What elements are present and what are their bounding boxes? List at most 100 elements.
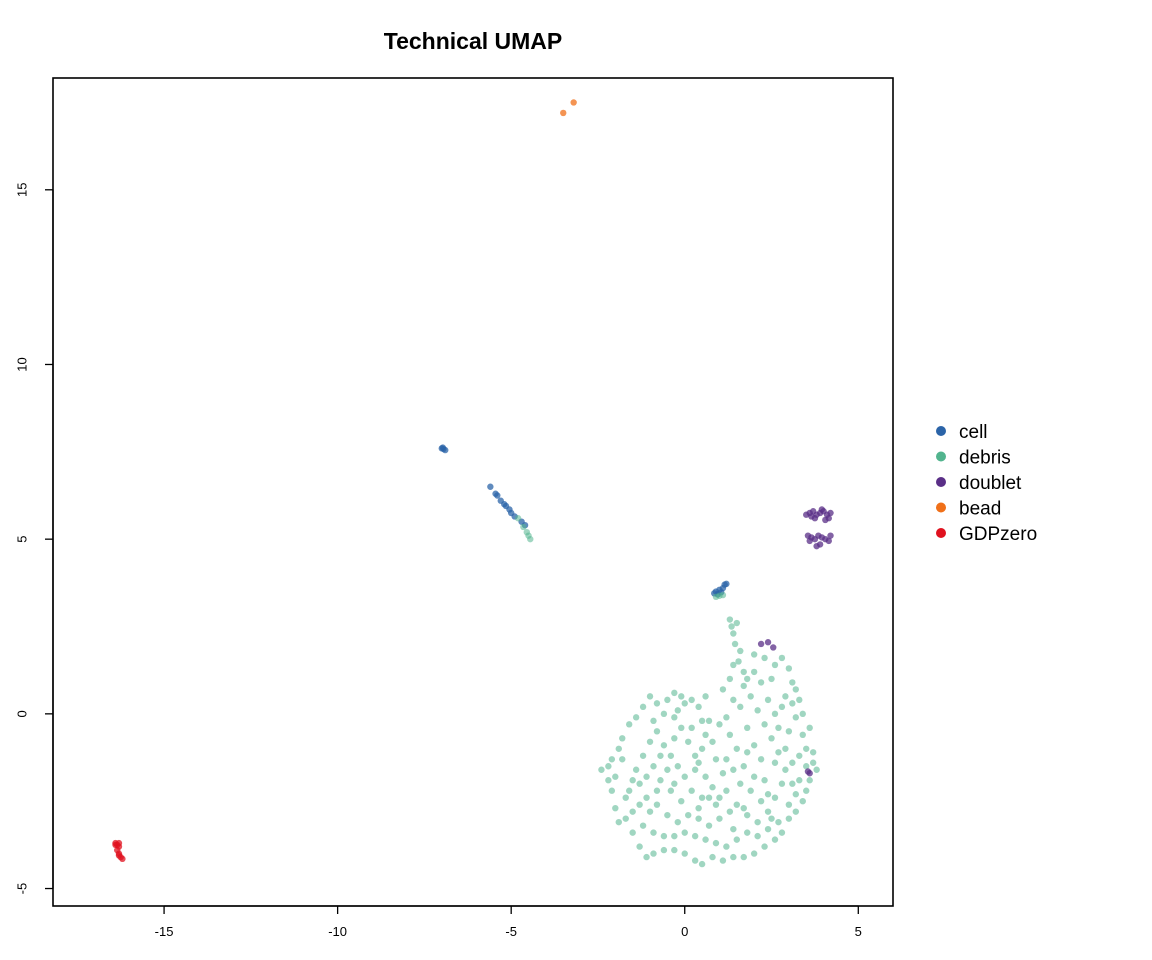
point-debris — [750, 742, 758, 749]
point-debris — [726, 616, 734, 623]
point-debris — [764, 808, 772, 815]
point-debris — [695, 759, 702, 766]
point-debris — [771, 661, 779, 669]
point-debris — [625, 721, 633, 728]
point-debris — [789, 679, 796, 686]
point-debris — [809, 759, 817, 766]
point-debris — [678, 724, 685, 732]
point-bead — [560, 109, 567, 117]
point-debris — [757, 756, 765, 763]
point-debris — [719, 857, 727, 864]
point-debris — [619, 735, 626, 742]
point-gdpzero — [115, 839, 123, 847]
point-debris — [761, 843, 768, 850]
point-debris — [726, 808, 734, 815]
y-axis: -5 0 5 10 15 — [14, 183, 54, 894]
point-debris — [660, 846, 668, 854]
point-debris — [771, 759, 779, 766]
point-debris — [730, 825, 737, 833]
point-debris — [674, 707, 681, 714]
point-doublet — [822, 516, 829, 524]
point-debris — [730, 766, 737, 773]
point-debris — [657, 752, 664, 759]
point-debris — [782, 693, 789, 700]
point-debris — [698, 794, 706, 801]
point-bead — [570, 99, 577, 106]
point-debris — [775, 818, 782, 826]
point-debris — [612, 773, 619, 780]
point-debris — [771, 794, 779, 801]
x-tick-label: -10 — [328, 924, 347, 939]
point-debris — [605, 777, 612, 784]
point-debris — [639, 752, 647, 759]
point-debris — [789, 780, 796, 787]
point-debris — [664, 811, 671, 819]
point-debris — [702, 773, 709, 780]
point-debris — [712, 756, 720, 763]
point-debris — [650, 829, 657, 836]
point-debris — [740, 853, 747, 861]
point-debris — [744, 749, 751, 756]
point-debris — [681, 850, 688, 857]
point-debris — [660, 742, 668, 749]
point-debris — [698, 860, 706, 868]
point-debris — [768, 675, 775, 683]
point-debris — [643, 794, 650, 801]
point-debris — [730, 696, 737, 704]
point-debris — [608, 787, 616, 794]
point-debris — [688, 696, 695, 704]
x-axis: -15 -10 -5 0 5 — [155, 905, 862, 939]
point-debris — [698, 717, 706, 725]
point-debris — [764, 825, 772, 833]
point-debris — [712, 839, 720, 847]
point-debris — [674, 763, 681, 770]
point-debris — [750, 668, 758, 676]
point-debris — [650, 763, 657, 770]
chart-title: Technical UMAP — [384, 28, 563, 54]
point-debris — [688, 724, 695, 732]
point-debris — [730, 853, 737, 861]
point-debris — [639, 703, 647, 711]
point-debris — [764, 791, 772, 798]
point-debris — [705, 822, 713, 829]
point-debris — [733, 801, 741, 808]
point-debris — [671, 832, 678, 840]
point-debris — [615, 818, 622, 826]
x-tick-label: 5 — [855, 924, 862, 939]
point-debris — [768, 815, 775, 822]
point-debris — [636, 843, 643, 850]
point-debris — [691, 832, 699, 840]
point-debris — [622, 794, 629, 801]
point-debris — [723, 787, 730, 794]
point-debris — [740, 668, 747, 676]
point-debris — [719, 591, 727, 599]
point-debris — [660, 832, 668, 840]
point-debris — [723, 714, 730, 721]
point-debris — [691, 766, 699, 773]
point-debris — [639, 822, 647, 829]
point-doublet — [825, 537, 832, 545]
point-debris — [792, 808, 800, 815]
point-debris — [691, 857, 699, 864]
point-debris — [754, 707, 761, 714]
legend: cell debris doublet bead GDPzero — [936, 422, 1037, 545]
point-debris — [685, 738, 692, 745]
point-doublet — [811, 515, 819, 522]
point-debris — [643, 773, 650, 780]
point-debris — [778, 829, 786, 836]
point-debris — [778, 703, 786, 711]
x-tick-label: 0 — [681, 924, 688, 939]
point-debris — [667, 787, 675, 794]
point-debris — [678, 797, 685, 805]
point-debris — [778, 780, 786, 787]
point-debris — [685, 811, 692, 819]
point-debris — [520, 523, 527, 531]
point-doublet — [827, 509, 834, 517]
point-debris — [799, 731, 806, 739]
point-debris — [744, 724, 751, 732]
point-debris — [643, 853, 650, 861]
point-cell — [439, 444, 447, 451]
point-debris — [671, 846, 678, 854]
point-debris — [664, 766, 671, 773]
